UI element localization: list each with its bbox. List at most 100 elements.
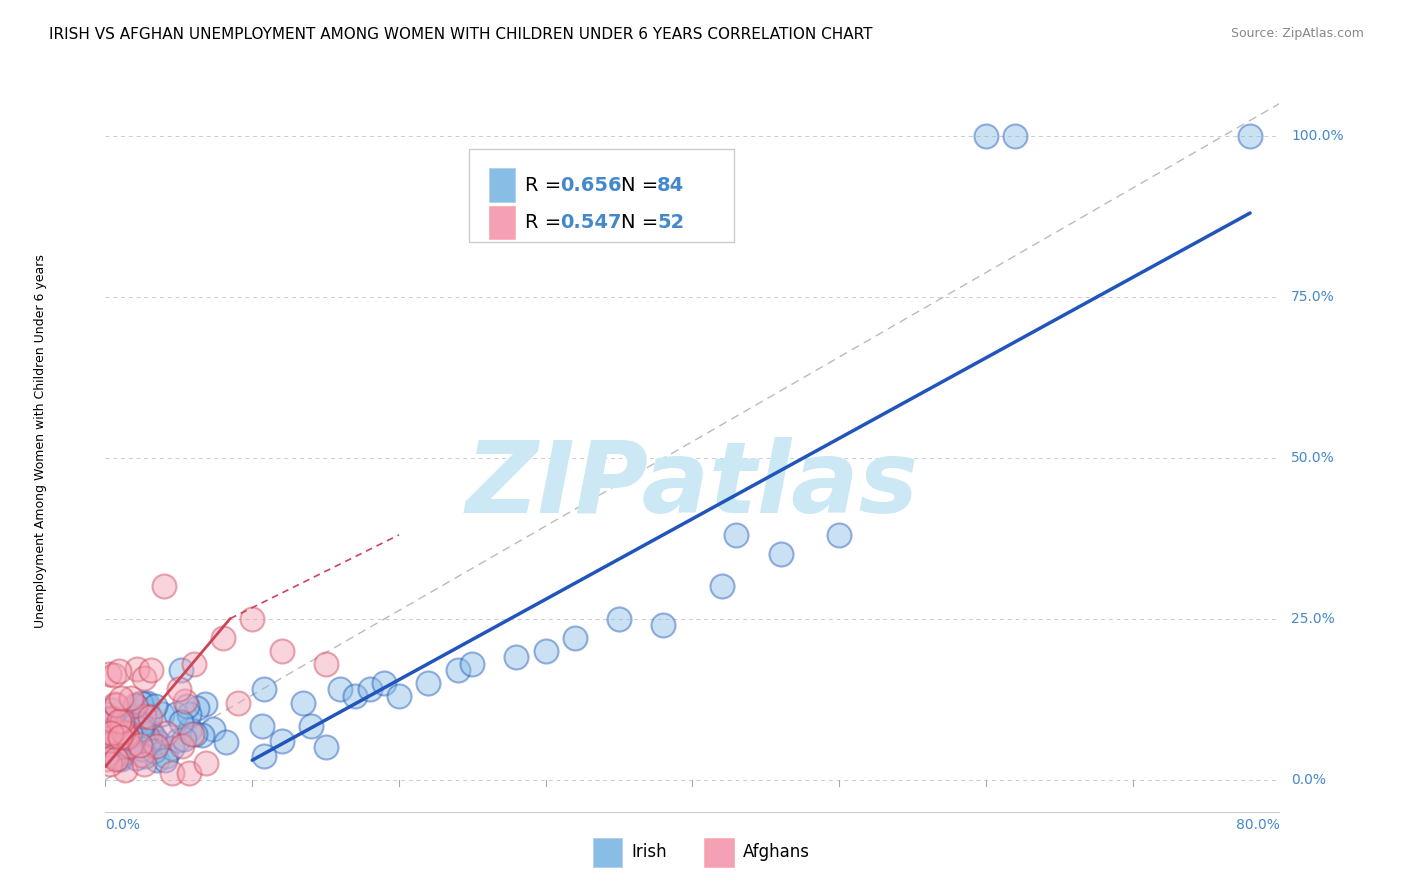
- Point: [94, 707, 117, 722]
- Point: [114, 763, 136, 777]
- Text: 0.0%: 0.0%: [105, 818, 141, 832]
- Point: [98, 723, 121, 737]
- Point: [240, 611, 263, 625]
- Point: [96, 740, 118, 755]
- Point: [97, 667, 120, 681]
- Point: [710, 579, 733, 593]
- Point: [169, 663, 191, 677]
- Point: [253, 682, 276, 697]
- Point: [120, 738, 142, 752]
- Point: [1004, 128, 1026, 143]
- Point: [129, 722, 152, 736]
- Point: [131, 717, 153, 731]
- Point: [100, 703, 122, 717]
- Text: Afghans: Afghans: [742, 844, 810, 862]
- Point: [145, 739, 167, 753]
- Point: [104, 740, 127, 755]
- Point: [505, 650, 527, 665]
- Point: [607, 611, 630, 625]
- Point: [271, 734, 294, 748]
- Point: [299, 719, 322, 733]
- Point: [122, 718, 145, 732]
- Point: [141, 663, 163, 677]
- Point: [150, 706, 173, 721]
- Point: [139, 732, 162, 747]
- Point: [111, 725, 134, 739]
- Point: [134, 749, 156, 764]
- Point: [143, 731, 166, 745]
- Text: N =: N =: [621, 213, 665, 232]
- Point: [98, 756, 121, 771]
- Point: [103, 748, 125, 763]
- Point: [104, 698, 127, 712]
- Point: [179, 723, 201, 737]
- Point: [974, 128, 997, 143]
- Bar: [489, 169, 515, 202]
- Point: [828, 528, 851, 542]
- Point: [98, 712, 121, 726]
- Point: [136, 709, 159, 723]
- Point: [115, 716, 138, 731]
- Point: [253, 749, 276, 764]
- Text: 0.547: 0.547: [560, 213, 621, 232]
- Point: [105, 698, 128, 713]
- Text: 0.656: 0.656: [560, 176, 621, 194]
- Text: Irish: Irish: [631, 844, 666, 862]
- Point: [127, 662, 149, 676]
- Point: [167, 733, 190, 747]
- Point: [100, 730, 122, 744]
- Point: [127, 709, 149, 723]
- Text: 0.0%: 0.0%: [1291, 772, 1326, 787]
- Point: [214, 734, 236, 748]
- Point: [120, 691, 142, 706]
- Point: [143, 744, 166, 758]
- Point: [139, 710, 162, 724]
- Point: [343, 689, 366, 703]
- Text: 75.0%: 75.0%: [1291, 290, 1334, 303]
- Text: R =: R =: [524, 213, 567, 232]
- Text: 52: 52: [657, 213, 685, 232]
- Point: [146, 734, 169, 748]
- Text: Unemployment Among Women with Children Under 6 years: Unemployment Among Women with Children U…: [34, 254, 48, 629]
- Point: [110, 751, 132, 765]
- Point: [167, 682, 190, 697]
- Point: [131, 742, 153, 756]
- Point: [98, 737, 121, 751]
- Point: [108, 714, 131, 728]
- Point: [110, 736, 132, 750]
- Point: [292, 696, 315, 710]
- Point: [160, 740, 183, 755]
- Point: [388, 689, 411, 703]
- Point: [418, 676, 440, 690]
- Point: [564, 631, 586, 645]
- Point: [110, 690, 132, 705]
- Point: [96, 747, 118, 762]
- Point: [125, 731, 148, 746]
- Text: 80.0%: 80.0%: [1236, 818, 1279, 832]
- Point: [315, 739, 337, 754]
- Point: [134, 697, 156, 711]
- Point: [155, 725, 177, 739]
- Point: [183, 657, 205, 671]
- Point: [194, 697, 217, 711]
- Point: [124, 698, 146, 713]
- Text: ZIPatlas: ZIPatlas: [465, 437, 920, 534]
- Point: [145, 753, 167, 767]
- Point: [132, 709, 155, 723]
- Point: [359, 682, 381, 697]
- Point: [195, 756, 218, 771]
- Point: [769, 547, 792, 561]
- Point: [177, 765, 200, 780]
- Point: [534, 644, 557, 658]
- Bar: [489, 206, 515, 239]
- Point: [170, 714, 193, 729]
- Point: [135, 727, 157, 741]
- Point: [1239, 128, 1261, 143]
- Point: [315, 657, 337, 671]
- Point: [129, 738, 152, 752]
- Point: [155, 749, 177, 764]
- Point: [373, 676, 395, 690]
- Text: 50.0%: 50.0%: [1291, 450, 1334, 465]
- Text: IRISH VS AFGHAN UNEMPLOYMENT AMONG WOMEN WITH CHILDREN UNDER 6 YEARS CORRELATION: IRISH VS AFGHAN UNEMPLOYMENT AMONG WOMEN…: [49, 27, 873, 42]
- Point: [132, 757, 155, 772]
